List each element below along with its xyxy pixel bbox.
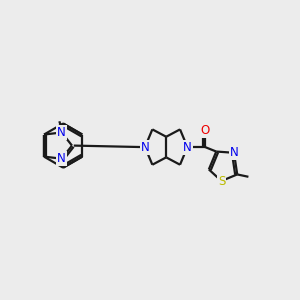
- Text: N: N: [230, 146, 238, 159]
- Text: N: N: [141, 141, 149, 154]
- Text: N: N: [183, 141, 192, 154]
- Text: O: O: [200, 124, 210, 137]
- Text: N: N: [57, 126, 66, 139]
- Text: N: N: [57, 152, 66, 165]
- Text: S: S: [218, 175, 225, 188]
